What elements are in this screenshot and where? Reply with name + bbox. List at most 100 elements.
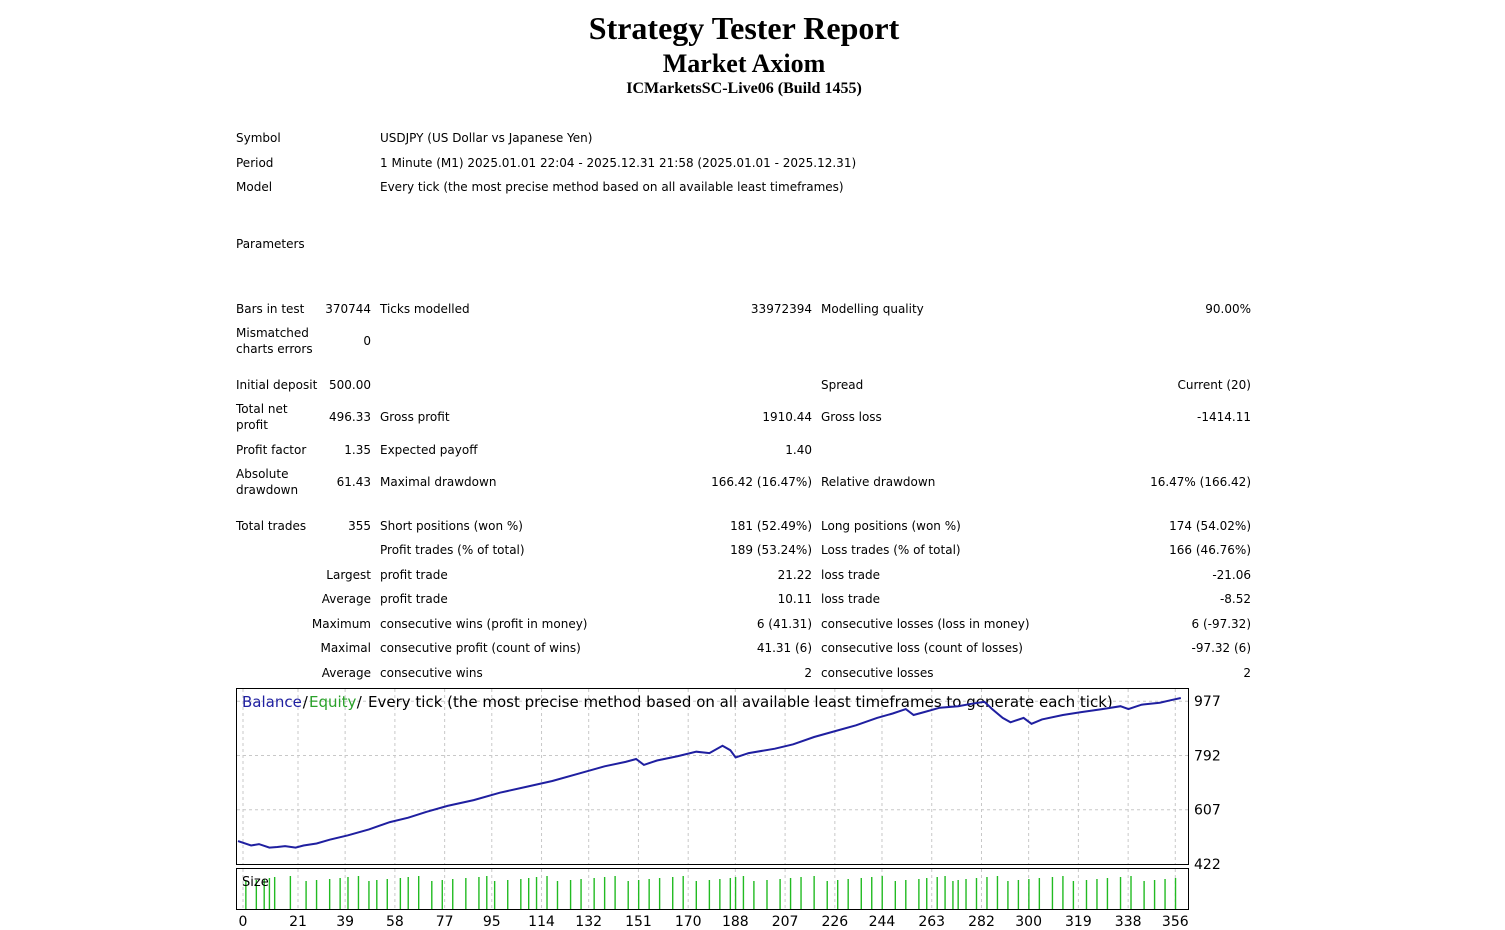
largest-label: Largest [326,568,371,582]
x-tick-label: 244 [869,914,896,930]
average-loss-value: -8.52 [1219,592,1251,606]
x-tick-label: 170 [675,914,702,930]
x-tick-label: 21 [289,914,307,930]
x-tick-label: 300 [1015,914,1042,930]
maximal-label: Maximal [320,641,371,655]
short-positions-label: Short positions (won %) [380,519,523,533]
profit-trades-value: 189 (53.24%) [730,543,812,557]
x-tick-label: 188 [722,914,749,930]
x-tick-label: 319 [1065,914,1092,930]
x-tick-label: 39 [336,914,354,930]
server-build: ICMarketsSC-Live06 (Build 1455) [626,80,862,97]
deposit-value: 500.00 [329,378,371,392]
avg-consecutive-wins-label: consecutive wins [380,666,483,680]
maximal-consecutive-loss-label: consecutive loss (count of losses) [821,641,1023,655]
legend-separator-1: / [298,693,313,711]
loss-trades-value: 166 (46.76%) [1169,543,1251,557]
avg-consecutive-wins-value: 2 [804,666,812,680]
symbol-label: Symbol [236,131,281,145]
relative-drawdown-label: Relative drawdown [821,475,936,489]
x-tick-label: 338 [1115,914,1142,930]
model-value: Every tick (the most precise method base… [380,180,844,194]
expected-payoff-value: 1.40 [785,443,812,457]
max-consecutive-losses-label: consecutive losses (loss in money) [821,617,1030,631]
bars-value: 370744 [325,302,371,316]
x-tick-label: 282 [968,914,995,930]
spread-label: Spread [821,378,864,392]
average-profit-value: 10.11 [777,592,812,606]
main-plot-frame [236,688,1189,865]
avg-consecutive-losses-label: consecutive losses [821,666,934,680]
max-consecutive-wins-label: consecutive wins (profit in money) [380,617,588,631]
expert-name: Market Axiom [662,49,826,78]
gross-profit-label: Gross profit [380,410,450,424]
x-tick-label: 151 [625,914,652,930]
x-tick-label: 132 [575,914,602,930]
absolute-drawdown-value: 61.43 [336,475,371,489]
gross-loss-value: -1414.11 [1197,410,1251,424]
total-trades-value: 355 [348,519,371,533]
gross-loss-label: Gross loss [821,410,882,424]
legend-separator-2: / [352,693,367,711]
symbol-value: USDJPY (US Dollar vs Japanese Yen) [380,131,593,145]
loss-trades-label: Loss trades (% of total) [821,543,961,557]
y-tick-label: 792 [1194,748,1221,764]
legend-equity: Equity [309,693,357,711]
largest-loss-label: loss trade [821,568,880,582]
maximal-drawdown-label: Maximal drawdown [380,475,497,489]
ticks-value: 33972394 [750,302,812,316]
x-tick-label: 0 [239,914,248,930]
ticks-label: Ticks modelled [380,302,470,316]
size-panel-frame [236,868,1189,910]
x-tick-label: 356 [1162,914,1189,930]
bars-label: Bars in test [236,302,305,316]
profit-trades-label: Profit trades (% of total) [380,543,525,557]
maximal-consecutive-profit-value: 41.31 (6) [756,641,812,655]
x-tick-label: 77 [436,914,454,930]
balance-series-line [237,697,1182,849]
profit-factor-value: 1.35 [344,443,371,457]
expected-payoff-label: Expected payoff [380,443,478,457]
model-label: Model [236,180,273,194]
max-consecutive-losses-value: 6 (-97.32) [1191,617,1252,631]
x-tick-label: 207 [772,914,799,930]
parameters-label: Parameters [236,237,305,251]
spread-value: Current (20) [1177,378,1251,392]
long-positions-label: Long positions (won %) [821,519,961,533]
x-tick-label: 263 [918,914,945,930]
average-label: Average [321,592,371,606]
x-tick-label: 114 [528,914,555,930]
size-label: Size [242,875,269,890]
mismatch-value: 0 [363,334,371,348]
legend-balance: Balance [242,693,302,711]
long-positions-value: 174 (54.02%) [1169,519,1251,533]
period-label: Period [236,156,274,170]
largest-loss-value: -21.06 [1212,568,1251,582]
quality-value: 90.00% [1205,302,1251,316]
report-title: Strategy Tester Report [588,10,900,46]
mismatch-label: Mismatched charts errors [236,326,313,356]
average-loss-label: loss trade [821,592,880,606]
y-tick-label: 607 [1194,803,1221,819]
largest-profit-label: profit trade [380,568,448,582]
net-profit-value: 496.33 [329,410,371,424]
average-profit-label: profit trade [380,592,448,606]
gross-profit-value: 1910.44 [762,410,812,424]
avg-consecutive-losses-value: 2 [1243,666,1251,680]
largest-profit-value: 21.22 [777,568,812,582]
y-tick-label: 977 [1194,694,1221,710]
x-tick-label: 95 [483,914,501,930]
maximal-consecutive-profit-label: consecutive profit (count of wins) [380,641,581,655]
chart-grid [237,689,1188,864]
relative-drawdown-value: 16.47% (166.42) [1150,475,1251,489]
maximal-drawdown-value: 166.42 (16.47%) [711,475,812,489]
balance-chart: Balance / Equity / Every tick (the most … [236,688,1221,930]
y-tick-label: 422 [1194,857,1221,873]
net-profit-label: Total net profit [236,402,288,432]
profit-factor-label: Profit factor [236,443,307,457]
x-tick-label: 58 [386,914,404,930]
legend-description: Every tick (the most precise method base… [368,693,1113,711]
quality-label: Modelling quality [821,302,924,316]
deposit-label: Initial deposit [236,378,318,392]
x-tick-label: 226 [821,914,848,930]
